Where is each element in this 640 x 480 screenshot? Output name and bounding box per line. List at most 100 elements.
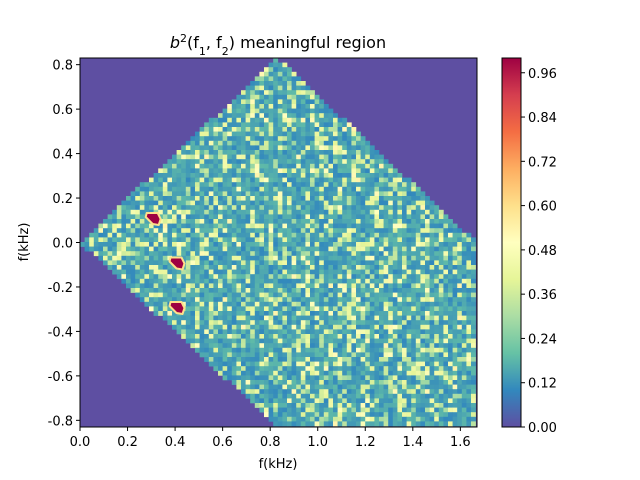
heatmap-cell — [461, 357, 467, 362]
heatmap-cell — [379, 251, 384, 257]
heatmap-cell — [130, 191, 136, 197]
heatmap-cell — [296, 200, 302, 206]
heatmap-cell — [259, 104, 265, 109]
heatmap-cell — [241, 334, 246, 339]
heatmap-cell — [227, 260, 233, 266]
heatmap-cell — [379, 283, 384, 289]
heatmap-cell — [268, 255, 274, 261]
heatmap-cell — [356, 228, 361, 234]
heatmap-cell — [208, 242, 214, 247]
heatmap-cell — [176, 223, 182, 229]
heatmap-cell — [333, 196, 338, 201]
heatmap-cell — [296, 357, 302, 362]
heatmap-cell — [231, 163, 237, 169]
heatmap-cell — [388, 186, 394, 192]
heatmap-cell — [337, 163, 343, 169]
heatmap-cell — [222, 361, 228, 367]
heatmap-cell — [402, 246, 407, 252]
heatmap-cell — [241, 173, 246, 178]
heatmap-cell — [259, 177, 265, 183]
heatmap-cell — [227, 320, 233, 326]
heatmap-cell — [116, 219, 122, 224]
heatmap-cell — [236, 205, 242, 211]
heatmap-cell — [392, 421, 398, 427]
heatmap-cell — [365, 320, 371, 326]
heatmap-cell — [402, 209, 407, 215]
heatmap-cell — [310, 177, 315, 183]
heatmap-cell — [153, 301, 159, 307]
heatmap-cell — [231, 338, 237, 344]
heatmap-cell — [402, 343, 407, 349]
heatmap-cell — [411, 329, 417, 335]
heatmap-cell — [121, 251, 127, 257]
heatmap-cell — [323, 347, 329, 353]
heatmap-cell — [305, 278, 311, 284]
heatmap-cell — [310, 173, 315, 178]
heatmap-cell — [273, 168, 279, 174]
heatmap-cell — [195, 343, 200, 349]
heatmap-cell — [356, 168, 361, 174]
heatmap-cell — [333, 242, 338, 247]
heatmap-cell — [392, 219, 398, 224]
heatmap-cell — [273, 384, 279, 390]
heatmap-cell — [374, 329, 380, 335]
heatmap-cell — [323, 122, 329, 128]
heatmap-cell — [300, 412, 306, 418]
heatmap-cell — [167, 219, 173, 224]
heatmap-cell — [264, 274, 269, 280]
heatmap-cell — [236, 113, 242, 119]
heatmap-cell — [346, 384, 352, 390]
heatmap-cell — [245, 182, 251, 188]
heatmap-cell — [250, 145, 256, 151]
heatmap-cell — [425, 329, 430, 335]
heatmap-cell — [323, 159, 329, 165]
heatmap-cell — [342, 352, 348, 358]
heatmap-cell — [300, 389, 306, 395]
heatmap-cell — [448, 320, 453, 326]
heatmap-cell — [360, 389, 366, 395]
heatmap-cell — [241, 370, 246, 376]
heatmap-cell — [310, 265, 315, 270]
heatmap-cell — [337, 159, 343, 165]
heatmap-cell — [144, 232, 150, 238]
heatmap-cell — [342, 260, 348, 266]
heatmap-cell — [222, 209, 228, 215]
heatmap-cell — [259, 76, 265, 82]
heatmap-cell — [438, 347, 444, 353]
heatmap-cell — [369, 338, 375, 344]
heatmap-cell — [153, 205, 159, 211]
heatmap-cell — [337, 154, 343, 160]
heatmap-cell — [351, 173, 357, 178]
heatmap-cell — [365, 251, 371, 257]
heatmap-cell — [374, 278, 380, 284]
heatmap-cell — [93, 232, 99, 238]
heatmap-cell — [374, 232, 380, 238]
heatmap-cell — [259, 186, 265, 192]
heatmap-cell — [402, 311, 407, 316]
heatmap-cell — [351, 361, 357, 367]
heatmap-cell — [379, 384, 384, 390]
heatmap-cell — [369, 403, 375, 408]
heatmap-cell — [254, 251, 260, 257]
heatmap-cell — [411, 269, 417, 275]
heatmap-cell — [466, 246, 472, 252]
heatmap-cell — [264, 320, 269, 326]
heatmap-cell — [351, 320, 357, 326]
heatmap-cell — [121, 278, 127, 284]
heatmap-cell — [291, 361, 297, 367]
heatmap-cell — [411, 292, 417, 298]
hotspot-layer — [144, 212, 186, 315]
heatmap-cell — [245, 99, 251, 105]
heatmap-cell — [176, 159, 182, 165]
heatmap-cell — [241, 122, 246, 128]
heatmap-cell — [282, 67, 288, 73]
heatmap-cell — [245, 159, 251, 165]
heatmap-cell — [277, 104, 283, 109]
heatmap-cell — [264, 334, 269, 339]
heatmap-cell — [291, 122, 297, 128]
heatmap-cell — [277, 403, 283, 408]
heatmap-cell — [342, 301, 348, 307]
heatmap-cell — [319, 150, 325, 155]
heatmap-cell — [254, 338, 260, 344]
heatmap-cell — [268, 81, 274, 86]
